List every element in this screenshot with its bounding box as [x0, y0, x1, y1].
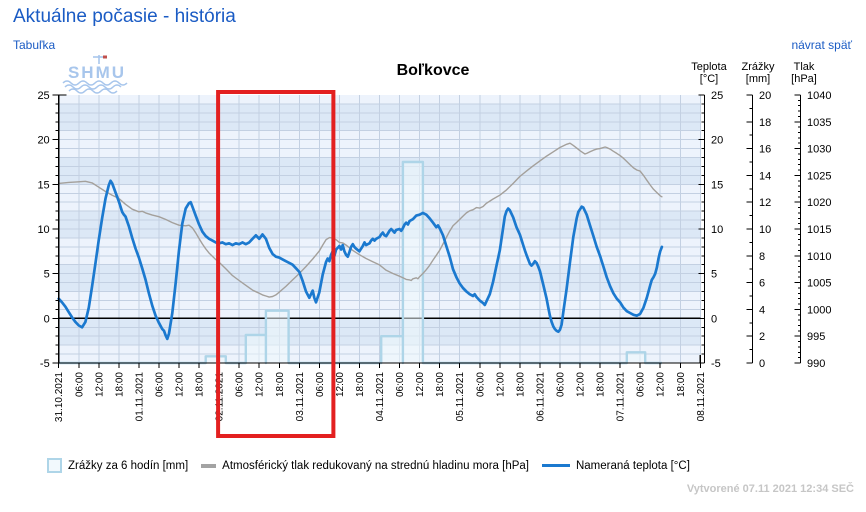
svg-text:1000: 1000: [807, 304, 831, 316]
svg-text:25: 25: [711, 90, 723, 102]
svg-text:25: 25: [37, 90, 49, 102]
svg-text:06:00: 06:00: [315, 372, 326, 397]
svg-text:4: 4: [759, 304, 765, 316]
svg-text:1030: 1030: [807, 144, 831, 156]
svg-text:1040: 1040: [807, 90, 831, 102]
logo-text: SHMU: [68, 63, 126, 82]
svg-text:2: 2: [759, 331, 765, 343]
svg-text:10: 10: [759, 224, 771, 236]
svg-text:12:00: 12:00: [94, 372, 105, 397]
svg-text:1025: 1025: [807, 170, 831, 182]
svg-text:01.11.2021: 01.11.2021: [134, 372, 145, 422]
svg-text:12:00: 12:00: [656, 372, 667, 397]
svg-text:08.11.2021: 08.11.2021: [696, 372, 707, 422]
svg-text:18:00: 18:00: [355, 372, 366, 397]
svg-text:0: 0: [44, 313, 50, 325]
weather-vane-icon: [93, 55, 107, 64]
svg-text:12:00: 12:00: [495, 372, 506, 397]
svg-text:12:00: 12:00: [335, 372, 346, 397]
svg-text:06:00: 06:00: [154, 372, 165, 397]
svg-text:06:00: 06:00: [235, 372, 246, 397]
svg-text:18:00: 18:00: [114, 372, 125, 397]
svg-text:10: 10: [711, 224, 723, 236]
chart-legend: Zrážky za 6 hodín [mm] Atmosférický tlak…: [47, 458, 690, 473]
svg-text:0: 0: [759, 358, 765, 370]
svg-text:18: 18: [759, 117, 771, 129]
highlight-rectangle: [216, 90, 336, 438]
svg-text:8: 8: [759, 251, 765, 263]
svg-text:1005: 1005: [807, 278, 831, 290]
svg-text:18:00: 18:00: [676, 372, 687, 397]
svg-text:0: 0: [711, 313, 717, 325]
legend-item-pressure: Atmosférický tlak redukovaný na strednú …: [201, 460, 529, 472]
svg-text:06:00: 06:00: [555, 372, 566, 397]
svg-text:1035: 1035: [807, 117, 831, 129]
legend-label: Nameraná teplota [°C]: [575, 459, 690, 472]
svg-text:20: 20: [759, 90, 771, 102]
svg-text:5: 5: [711, 269, 717, 281]
svg-text:16: 16: [759, 144, 771, 156]
svg-text:05.11.2021: 05.11.2021: [455, 372, 466, 422]
pressure-axis-header: Tlak [hPa]: [791, 61, 817, 85]
svg-text:5: 5: [44, 269, 50, 281]
svg-text:12:00: 12:00: [255, 372, 266, 397]
precipitation-swatch: [47, 458, 62, 473]
table-link[interactable]: Tabuľka: [13, 38, 56, 52]
svg-text:06:00: 06:00: [475, 372, 486, 397]
svg-text:18:00: 18:00: [596, 372, 607, 397]
svg-text:12:00: 12:00: [576, 372, 587, 397]
svg-text:12:00: 12:00: [175, 372, 186, 397]
svg-text:15: 15: [37, 179, 49, 191]
svg-text:06.11.2021: 06.11.2021: [535, 372, 546, 422]
svg-text:18:00: 18:00: [275, 372, 286, 397]
svg-text:07.11.2021: 07.11.2021: [616, 372, 627, 422]
svg-text:04.11.2021: 04.11.2021: [375, 372, 386, 422]
svg-text:14: 14: [759, 170, 771, 182]
created-timestamp: Vytvorené 07.11 2021 12:34 SEČ: [686, 483, 854, 495]
svg-text:1015: 1015: [807, 224, 831, 236]
shmu-logo: SHMU: [55, 54, 139, 99]
svg-text:20: 20: [711, 135, 723, 147]
precipitation-axis-header: Zrážky [mm]: [741, 61, 775, 85]
svg-text:10: 10: [37, 224, 49, 236]
svg-text:06:00: 06:00: [636, 372, 647, 397]
legend-item-temperature: Nameraná teplota [°C]: [541, 459, 690, 472]
pressure-swatch: [201, 463, 217, 468]
chart-title: Boľkovce: [396, 62, 470, 79]
legend-label: Atmosférický tlak redukovaný na strednú …: [222, 459, 529, 472]
svg-text:1010: 1010: [807, 251, 831, 263]
svg-text:31.10.2021: 31.10.2021: [54, 372, 65, 422]
svg-text:12:00: 12:00: [415, 372, 426, 397]
legend-item-precipitation: Zrážky za 6 hodín [mm]: [47, 458, 188, 473]
svg-text:6: 6: [759, 278, 765, 290]
logo-waves: [62, 80, 128, 94]
svg-text:12: 12: [759, 197, 771, 209]
svg-text:03.11.2021: 03.11.2021: [295, 372, 306, 422]
svg-text:06:00: 06:00: [395, 372, 406, 397]
svg-text:18:00: 18:00: [515, 372, 526, 397]
svg-text:18:00: 18:00: [195, 372, 206, 397]
svg-text:06:00: 06:00: [74, 372, 85, 397]
legend-label: Zrážky za 6 hodín [mm]: [68, 459, 189, 472]
svg-text:-5: -5: [40, 358, 50, 370]
temperature-axis-header: Teplota [°C]: [691, 61, 727, 85]
svg-text:990: 990: [807, 358, 825, 370]
svg-text:20: 20: [37, 135, 49, 147]
svg-text:18:00: 18:00: [435, 372, 446, 397]
svg-text:15: 15: [711, 179, 723, 191]
back-link[interactable]: návrat späť: [791, 38, 852, 52]
temperature-swatch: [541, 464, 570, 467]
svg-text:1020: 1020: [807, 197, 831, 209]
svg-text:995: 995: [807, 331, 825, 343]
svg-text:-5: -5: [711, 358, 721, 370]
svg-text:02.11.2021: 02.11.2021: [215, 372, 226, 422]
page-title: Aktuálne počasie - história: [13, 6, 236, 27]
